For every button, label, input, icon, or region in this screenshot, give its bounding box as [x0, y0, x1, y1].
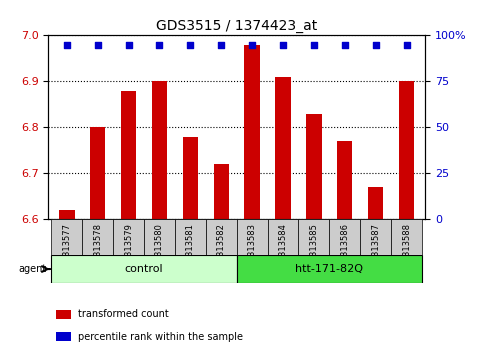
FancyBboxPatch shape [144, 219, 175, 255]
Text: GSM313587: GSM313587 [371, 223, 380, 274]
Point [341, 42, 349, 47]
Bar [306, 114, 322, 219]
FancyBboxPatch shape [175, 219, 206, 255]
Bar [213, 164, 229, 219]
Point [403, 42, 411, 47]
Point [310, 42, 318, 47]
Text: GSM313585: GSM313585 [310, 223, 318, 274]
Text: htt-171-82Q: htt-171-82Q [295, 264, 363, 274]
Bar [59, 210, 74, 219]
Text: GSM313580: GSM313580 [155, 223, 164, 274]
Bar [90, 127, 105, 219]
FancyBboxPatch shape [113, 219, 144, 255]
FancyBboxPatch shape [298, 219, 329, 255]
Text: percentile rank within the sample: percentile rank within the sample [78, 331, 243, 342]
Bar [399, 81, 414, 219]
Text: transformed count: transformed count [78, 309, 169, 319]
Title: GDS3515 / 1374423_at: GDS3515 / 1374423_at [156, 19, 317, 33]
FancyBboxPatch shape [237, 255, 422, 283]
Bar [244, 45, 260, 219]
Point [279, 42, 287, 47]
Text: GSM313582: GSM313582 [217, 223, 226, 274]
Text: GSM313583: GSM313583 [248, 223, 256, 274]
Text: GSM313579: GSM313579 [124, 223, 133, 274]
Text: GSM313586: GSM313586 [340, 223, 349, 274]
FancyBboxPatch shape [360, 219, 391, 255]
Text: GSM313581: GSM313581 [186, 223, 195, 274]
Bar [56, 332, 71, 341]
Bar [368, 187, 384, 219]
Bar [183, 137, 198, 219]
Point [94, 42, 101, 47]
Point [186, 42, 194, 47]
Bar [337, 141, 353, 219]
Bar [56, 310, 71, 319]
Text: agent: agent [18, 264, 47, 274]
Point [217, 42, 225, 47]
Text: GSM313577: GSM313577 [62, 223, 71, 274]
Text: GSM313588: GSM313588 [402, 223, 411, 274]
Point [156, 42, 163, 47]
FancyBboxPatch shape [391, 219, 422, 255]
Text: GSM313578: GSM313578 [93, 223, 102, 274]
FancyBboxPatch shape [51, 255, 237, 283]
FancyBboxPatch shape [51, 219, 82, 255]
Point [63, 42, 71, 47]
Point [372, 42, 380, 47]
Point [248, 42, 256, 47]
Text: control: control [125, 264, 163, 274]
FancyBboxPatch shape [206, 219, 237, 255]
Bar [152, 81, 167, 219]
FancyBboxPatch shape [268, 219, 298, 255]
Text: GSM313584: GSM313584 [279, 223, 287, 274]
FancyBboxPatch shape [82, 219, 113, 255]
FancyBboxPatch shape [237, 219, 268, 255]
Bar [275, 77, 291, 219]
FancyBboxPatch shape [329, 219, 360, 255]
Point [125, 42, 132, 47]
Bar [121, 91, 136, 219]
